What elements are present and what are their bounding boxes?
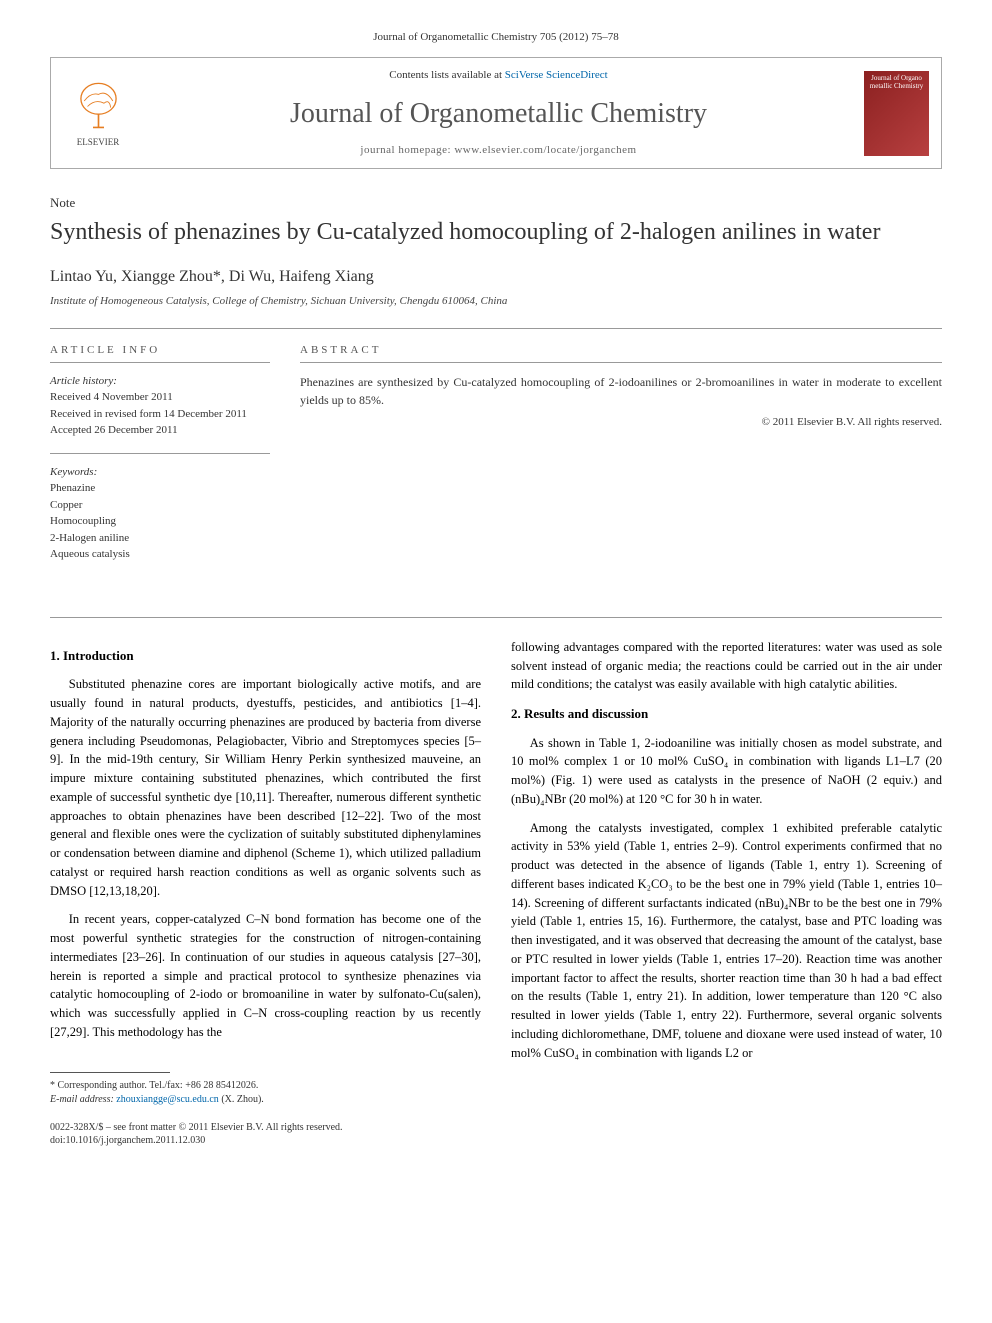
body-paragraph: In recent years, copper-catalyzed C–N bo…: [50, 910, 481, 1041]
corr-author-line: * Corresponding author. Tel./fax: +86 28…: [50, 1079, 481, 1093]
body-columns: 1. Introduction Substituted phenazine co…: [50, 638, 942, 1147]
abstract-copyright: © 2011 Elsevier B.V. All rights reserved…: [300, 415, 942, 430]
received-date: Received 4 November 2011: [50, 389, 270, 406]
email-line: E-mail address: zhouxiangge@scu.edu.cn (…: [50, 1093, 481, 1107]
homepage-line: journal homepage: www.elsevier.com/locat…: [133, 143, 864, 158]
sciencedirect-link[interactable]: SciVerse ScienceDirect: [505, 69, 608, 81]
revised-date: Received in revised form 14 December 201…: [50, 406, 270, 423]
journal-reference: Journal of Organometallic Chemistry 705 …: [50, 30, 942, 45]
history-label: Article history:: [50, 373, 270, 390]
cover-thumb-text: Journal of Organo metallic Chemistry: [868, 75, 925, 90]
homepage-url[interactable]: www.elsevier.com/locate/jorganchem: [454, 144, 636, 156]
contents-available-line: Contents lists available at SciVerse Sci…: [133, 68, 864, 83]
body-divider: [50, 617, 942, 618]
body-paragraph: As shown in Table 1, 2-iodoaniline was i…: [511, 734, 942, 809]
corresponding-author-footnote: * Corresponding author. Tel./fax: +86 28…: [50, 1079, 481, 1107]
journal-cover-thumbnail: Journal of Organo metallic Chemistry: [864, 71, 929, 156]
abstract-text: Phenazines are synthesized by Cu-catalyz…: [300, 373, 942, 409]
left-column: 1. Introduction Substituted phenazine co…: [50, 638, 481, 1147]
body-paragraph: Substituted phenazine cores are importan…: [50, 675, 481, 900]
info-divider: [50, 453, 270, 454]
footnote-separator: [50, 1072, 170, 1073]
keyword: Copper: [50, 497, 270, 514]
header-center: Contents lists available at SciVerse Sci…: [133, 68, 864, 158]
keyword: Homocoupling: [50, 513, 270, 530]
journal-title: Journal of Organometallic Chemistry: [133, 94, 864, 133]
email-link[interactable]: zhouxiangge@scu.edu.cn: [116, 1094, 219, 1105]
introduction-heading: 1. Introduction: [50, 646, 481, 666]
keyword: Phenazine: [50, 480, 270, 497]
article-info-heading: ARTICLE INFO: [50, 343, 270, 363]
elsevier-logo: ELSEVIER: [63, 73, 133, 153]
keywords-block: Keywords: Phenazine Copper Homocoupling …: [50, 464, 270, 563]
article-history-block: Article history: Received 4 November 201…: [50, 373, 270, 439]
keywords-label: Keywords:: [50, 464, 270, 481]
contents-prefix: Contents lists available at: [389, 69, 504, 81]
abstract-heading: ABSTRACT: [300, 343, 942, 363]
front-matter-line: 0022-328X/$ – see front matter © 2011 El…: [50, 1121, 481, 1147]
elsevier-name: ELSEVIER: [77, 136, 120, 149]
affiliation: Institute of Homogeneous Catalysis, Coll…: [50, 294, 942, 309]
email-label: E-mail address:: [50, 1094, 116, 1105]
journal-header: ELSEVIER Contents lists available at Sci…: [50, 57, 942, 169]
email-suffix: (X. Zhou).: [219, 1094, 264, 1105]
doi-line: doi:10.1016/j.jorganchem.2011.12.030: [50, 1134, 481, 1147]
article-type: Note: [50, 194, 942, 212]
body-paragraph: Among the catalysts investigated, comple…: [511, 819, 942, 1063]
divider: [50, 328, 942, 329]
keyword: Aqueous catalysis: [50, 546, 270, 563]
info-abstract-row: ARTICLE INFO Article history: Received 4…: [50, 343, 942, 577]
article-title: Synthesis of phenazines by Cu-catalyzed …: [50, 217, 942, 248]
copyright-line: 0022-328X/$ – see front matter © 2011 El…: [50, 1121, 481, 1134]
body-paragraph: following advantages compared with the r…: [511, 638, 942, 694]
author-list: Lintao Yu, Xiangge Zhou*, Di Wu, Haifeng…: [50, 266, 942, 288]
keyword: 2-Halogen aniline: [50, 530, 270, 547]
abstract-column: ABSTRACT Phenazines are synthesized by C…: [300, 343, 942, 577]
accepted-date: Accepted 26 December 2011: [50, 422, 270, 439]
right-column: following advantages compared with the r…: [511, 638, 942, 1147]
elsevier-tree-icon: [71, 79, 126, 134]
results-heading: 2. Results and discussion: [511, 704, 942, 724]
article-info-column: ARTICLE INFO Article history: Received 4…: [50, 343, 270, 577]
homepage-prefix: journal homepage:: [360, 144, 454, 156]
